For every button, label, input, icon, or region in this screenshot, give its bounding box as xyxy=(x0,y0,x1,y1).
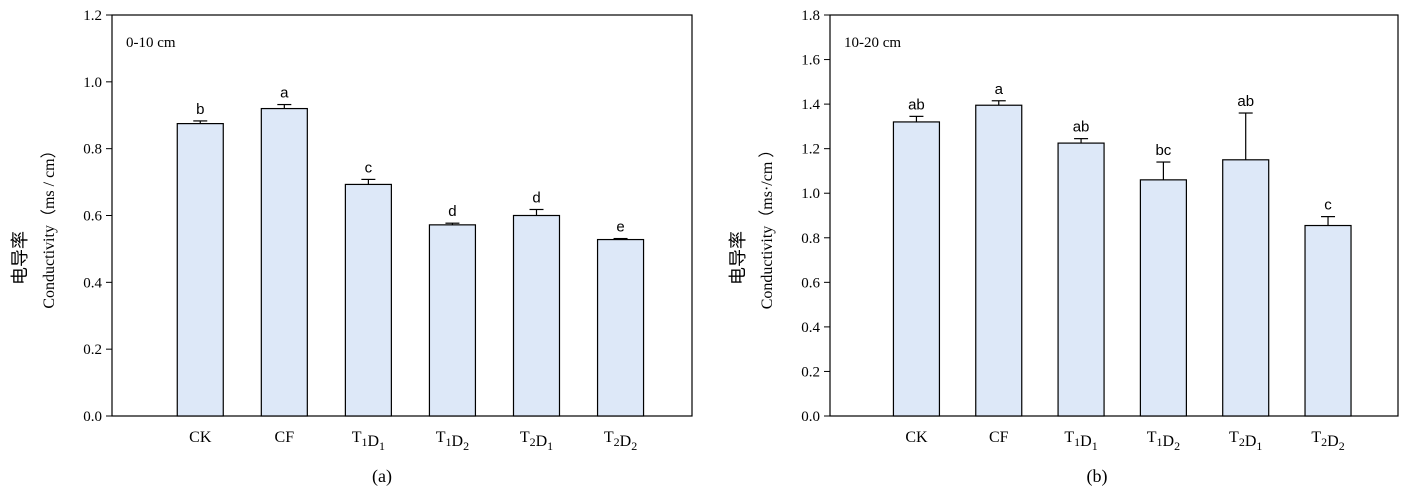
bar xyxy=(892,121,941,417)
bar xyxy=(1222,159,1270,417)
y-tick-label: 1.0 xyxy=(801,186,820,202)
x-tick-label: T2D2 xyxy=(604,429,637,453)
y-tick-label: 1.8 xyxy=(801,8,820,24)
y-tick-label: 0.2 xyxy=(83,342,102,358)
bar xyxy=(975,104,1023,417)
bar xyxy=(344,183,392,417)
significance-label: d xyxy=(532,189,540,206)
y-tick-label: 0.0 xyxy=(801,409,820,425)
bar xyxy=(176,123,224,417)
y-tick-label: 0.6 xyxy=(83,209,102,225)
chart-panel-a: 0.0 0.2 0.4 0.6 0.8 1.0 1.2 0-10 cm Conductivity… xyxy=(10,8,693,487)
x-tick-label: CK xyxy=(189,429,212,446)
bar xyxy=(1057,142,1105,417)
significance-label: b xyxy=(196,101,204,118)
bar xyxy=(596,238,645,417)
y-tick-label: 1.4 xyxy=(801,97,820,113)
x-tick-label: T1D1 xyxy=(352,429,385,453)
significance-label: d xyxy=(448,203,456,220)
y-tick-label: 1.6 xyxy=(801,53,820,69)
bar xyxy=(1139,179,1187,417)
y-tick-label: 0.8 xyxy=(83,142,102,158)
y-axis-label: Conductivity（ms / cm） xyxy=(40,142,58,308)
significance-label: bc xyxy=(1155,142,1171,159)
panel-label: (a) xyxy=(372,466,392,487)
panel-label: (b) xyxy=(1087,466,1108,487)
y-axis-label: Conductivity（ms·/cm ） xyxy=(758,142,776,310)
x-tick-label: T1D2 xyxy=(1147,429,1180,453)
significance-label: ab xyxy=(908,96,925,113)
depth-label: 0-10 cm xyxy=(126,35,176,51)
x-tick-label: CF xyxy=(989,429,1009,446)
y-tick-label: 0.0 xyxy=(83,409,102,425)
plot-frame xyxy=(829,14,1399,417)
y-tick-label: 1.2 xyxy=(801,142,820,158)
chart-panel-b: 0.0 0.2 0.4 0.6 0.8 1.0 1.2 1.4 1.6 1.8 10-20 cm Co… xyxy=(728,8,1399,487)
significance-label: ab xyxy=(1073,119,1090,136)
x-tick-label: T2D2 xyxy=(1311,429,1344,453)
y-tick-label: 0.2 xyxy=(801,364,820,380)
x-tick-label: T2D1 xyxy=(520,429,553,453)
y-tick-label: 1.0 xyxy=(83,75,102,91)
y-tick-label: 1.2 xyxy=(83,8,102,24)
bar xyxy=(1304,224,1352,417)
bar xyxy=(512,214,561,417)
x-tick-label: CF xyxy=(275,429,295,446)
y-tick-label: 0.4 xyxy=(83,275,102,291)
significance-label: e xyxy=(616,219,624,236)
y-tick-label: 0.4 xyxy=(801,320,820,336)
x-tick-label: CK xyxy=(905,429,928,446)
bar xyxy=(260,107,308,417)
x-tick-label: T1D1 xyxy=(1064,429,1097,453)
bar xyxy=(428,224,477,417)
depth-label: 10-20 cm xyxy=(844,35,901,51)
y-tick-label: 0.8 xyxy=(801,231,820,247)
y-tick-label: 0.6 xyxy=(801,275,820,291)
significance-label: a xyxy=(995,81,1004,98)
x-tick-label: T1D2 xyxy=(436,429,469,453)
y-axis-label-zh: 电导率 xyxy=(728,231,749,285)
significance-label: ab xyxy=(1237,93,1254,110)
significance-label: a xyxy=(280,85,289,102)
significance-label: c xyxy=(365,159,373,176)
significance-label: c xyxy=(1324,197,1332,214)
y-axis-label-zh: 电导率 xyxy=(10,231,31,285)
x-tick-label: T2D1 xyxy=(1229,429,1262,453)
